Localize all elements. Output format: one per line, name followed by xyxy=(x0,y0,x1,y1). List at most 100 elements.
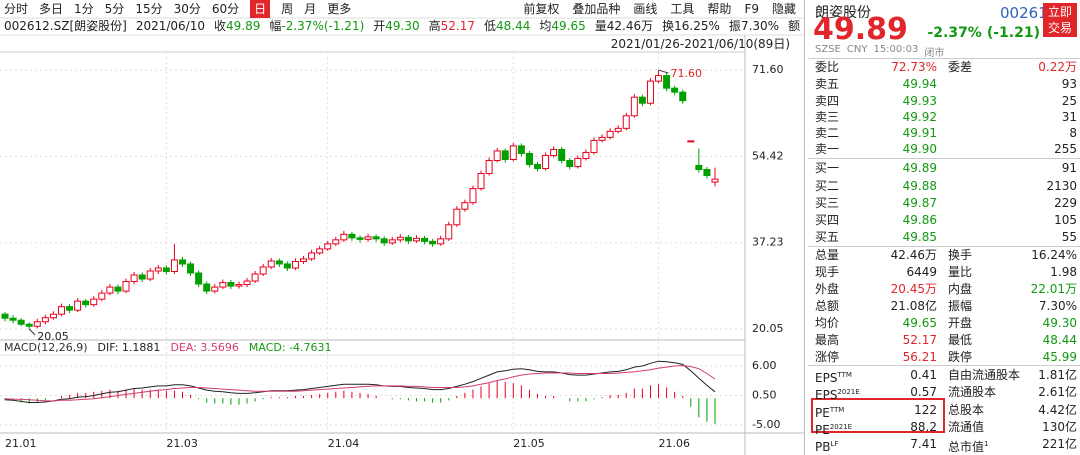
info-label: 振 xyxy=(728,19,741,33)
candle-body xyxy=(485,159,493,175)
candle-body xyxy=(566,159,574,168)
candle-body xyxy=(509,145,517,160)
row-value: 42.46万 xyxy=(890,248,937,262)
tab[interactable]: 月 xyxy=(304,2,317,16)
row-value: 7.30% xyxy=(1038,299,1077,313)
row-value: 31 xyxy=(1061,110,1077,124)
row-value: 25 xyxy=(1061,94,1077,108)
y-tick-label: 0.50 xyxy=(752,389,777,402)
row-value: 49.85 xyxy=(902,230,937,244)
tool[interactable]: F9 xyxy=(744,2,759,16)
candle-body xyxy=(66,306,74,311)
candle-body xyxy=(300,258,308,262)
y-tick-label: 20.05 xyxy=(752,322,784,335)
row-value: 229 xyxy=(1054,196,1077,210)
tool[interactable]: 前复权 xyxy=(523,2,560,16)
row-value: 20.45万 xyxy=(890,282,937,296)
row-label: 总额 xyxy=(815,299,840,313)
row-value: 49.65 xyxy=(902,316,937,330)
tab[interactable]: 分时 xyxy=(4,2,29,16)
candle-body xyxy=(324,243,332,250)
row-value: 93 xyxy=(1061,77,1077,91)
macd-readout: MACD: -4.7631 xyxy=(248,341,332,354)
candle-body xyxy=(90,298,98,306)
annotation-line xyxy=(658,69,669,74)
candle-body xyxy=(703,169,711,177)
tab[interactable]: 1分 xyxy=(74,2,94,16)
info-label: 均 xyxy=(539,19,552,33)
macd-header: MACD(12,26,9) DIF: 1.1881 DEA: 3.5696 MACD:… xyxy=(4,341,332,355)
tab[interactable]: 周 xyxy=(281,2,294,16)
row-value: 49.91 xyxy=(902,126,937,140)
row-label: 总股本 xyxy=(948,402,984,418)
candle-body xyxy=(283,263,291,269)
row-label: 委差 xyxy=(948,60,973,74)
info-value: 16.25% xyxy=(674,19,720,33)
candle-body xyxy=(154,267,162,272)
candle-body xyxy=(340,233,348,241)
candle-body xyxy=(437,238,445,245)
trade-button[interactable]: 立即 交易 xyxy=(1043,3,1077,37)
candle-body xyxy=(525,152,533,166)
tab[interactable]: 15分 xyxy=(135,2,163,16)
candle-body xyxy=(614,127,622,132)
tab[interactable]: 60分 xyxy=(211,2,240,16)
candle-body xyxy=(348,233,356,239)
tool[interactable]: 工具 xyxy=(670,2,695,16)
candle-body xyxy=(396,236,404,241)
row-label: 开盘 xyxy=(948,316,973,330)
label-name: PE xyxy=(815,405,830,420)
tab[interactable]: 日 xyxy=(250,0,271,18)
candle-body xyxy=(687,140,695,143)
info-value: 49.30 xyxy=(385,19,420,33)
tab[interactable]: 5分 xyxy=(104,2,125,16)
candle-body xyxy=(582,151,590,159)
tool[interactable]: 画线 xyxy=(633,2,658,16)
candle-body xyxy=(388,239,396,244)
candle-body xyxy=(235,284,243,287)
info-value: 7.30% xyxy=(740,19,780,33)
label-sup: 1 xyxy=(984,440,989,449)
row-label: 卖四 xyxy=(815,94,840,108)
chart: 71.60 54.42 37.23 20.05 21.01 21.03 21.04 21.05… xyxy=(0,0,805,455)
tool[interactable]: 帮助 xyxy=(707,2,732,16)
candle-body xyxy=(598,136,606,141)
info-item: 换16.25% xyxy=(662,18,720,35)
row-value: 49.86 xyxy=(902,213,937,227)
candle-body xyxy=(711,178,719,183)
row-value: 8 xyxy=(1069,126,1077,140)
change: -2.37% (-1.21) xyxy=(927,25,1040,41)
candle-body xyxy=(364,236,372,240)
candle-body xyxy=(251,273,259,282)
row-label: PE2021E xyxy=(815,419,852,438)
tab[interactable]: 多日 xyxy=(39,2,64,16)
quote-meta: SZSE CNY 15:00:03 闭市 xyxy=(815,44,944,59)
info-value: 48.44 xyxy=(496,19,531,33)
separator xyxy=(808,58,1080,59)
candle-body xyxy=(162,267,170,272)
row-value: 16.24% xyxy=(1031,248,1077,262)
info-value: -2.37%(-1.21) xyxy=(281,19,365,33)
candle-body xyxy=(671,87,679,93)
macd-line xyxy=(4,364,716,402)
candle-body xyxy=(412,237,420,242)
tool[interactable]: 叠加品种 xyxy=(572,2,621,16)
row-label: 买四 xyxy=(815,213,840,227)
candle-body xyxy=(25,323,33,327)
y-tick-label: -5.00 xyxy=(752,418,780,431)
label-sup: 2021E xyxy=(837,388,860,397)
candle-body xyxy=(267,260,275,268)
candle-body xyxy=(41,317,49,323)
info-item: 量42.46万 xyxy=(595,18,653,35)
x-tick-label: 21.05 xyxy=(513,437,545,450)
row-label: 卖二 xyxy=(815,126,840,140)
toolbar: 分时 多日 1分 5分 15分 30分 60分日周月更多 xyxy=(4,0,351,18)
tool[interactable]: 隐藏 xyxy=(771,2,796,16)
row-label: 量比 xyxy=(948,265,973,279)
meta-item: CNY xyxy=(846,44,868,55)
label-name: 流通值 xyxy=(948,419,985,434)
row-label: 现手 xyxy=(815,265,840,279)
tab[interactable]: 更多 xyxy=(327,2,352,16)
row-value: 2130 xyxy=(1046,179,1077,193)
tab[interactable]: 30分 xyxy=(173,2,201,16)
